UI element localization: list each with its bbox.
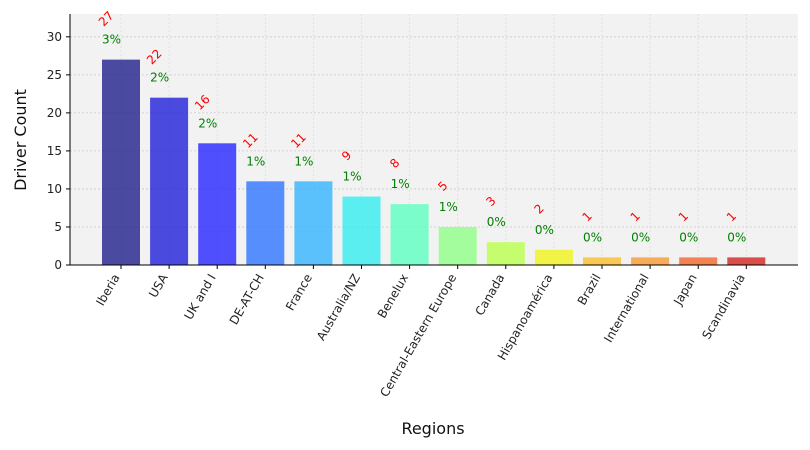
bar-4: [294, 181, 333, 265]
percent-label: 2%: [150, 71, 169, 85]
y-tick-label: 15: [47, 144, 62, 158]
percent-label: 0%: [727, 230, 746, 244]
percent-labels: 3% 2% 2% 1% 1% 1% 1% 1% 0% 0% 0% 0% 0% 0%: [102, 33, 746, 245]
bar-5: [342, 196, 381, 265]
x-tick-label: Iberia: [93, 272, 122, 309]
percent-label: 2%: [198, 116, 217, 130]
bar-11: [631, 257, 670, 265]
percent-label: 0%: [631, 230, 650, 244]
bar-7: [438, 226, 477, 265]
x-tick-label: Brazil: [575, 272, 604, 308]
y-ticks: 0 5 10 15 20 25 30: [47, 30, 70, 272]
x-ticks: Iberia USA UK and I DE-AT-CH FranceAustralia…: [93, 265, 748, 399]
x-tick-label: Scandinavia: [699, 272, 748, 342]
percent-label: 1%: [439, 200, 458, 214]
y-tick-label: 25: [47, 68, 62, 82]
percent-label: 0%: [535, 223, 554, 237]
x-tick-label: Australia/NZ: [314, 272, 363, 343]
x-tick-label: France: [283, 272, 315, 314]
bars: [102, 59, 766, 266]
bar-9: [534, 249, 573, 265]
percent-label: 1%: [246, 154, 265, 168]
percent-label: 1%: [391, 177, 410, 191]
bar-8: [486, 242, 525, 265]
percent-label: 0%: [679, 230, 698, 244]
y-tick-label: 30: [47, 30, 62, 44]
percent-label: 1%: [343, 170, 362, 184]
x-tick-label: USA: [146, 271, 171, 300]
bar-6: [390, 204, 429, 265]
bar-1: [150, 97, 189, 266]
x-tick-label: Canada: [472, 272, 507, 319]
bar-10: [583, 257, 621, 265]
percent-label: 0%: [583, 230, 602, 244]
y-axis-title: Driver Count: [11, 89, 30, 191]
bar-12: [679, 257, 718, 265]
bar-2: [198, 143, 237, 265]
y-tick-label: 0: [54, 258, 62, 272]
bar-0: [102, 59, 140, 265]
bar-13: [727, 257, 766, 265]
x-tick-label: International: [601, 272, 651, 345]
percent-label: 1%: [294, 154, 313, 168]
bar-3: [246, 181, 285, 265]
x-tick-label: DE-AT-CH: [227, 272, 267, 328]
x-tick-label: Japan: [670, 272, 699, 309]
x-tick-label: UK and I: [181, 272, 218, 323]
percent-label: 0%: [487, 215, 506, 229]
x-tick-label: Hispanoamérica: [495, 272, 556, 363]
x-axis-title: Regions: [401, 419, 464, 438]
y-tick-label: 20: [47, 106, 62, 120]
vertical-gridlines: [120, 14, 747, 265]
y-tick-label: 5: [54, 220, 62, 234]
y-tick-label: 10: [47, 182, 62, 196]
plot-background: [70, 14, 798, 265]
x-tick-label: Benelux: [375, 272, 411, 321]
percent-label: 3%: [102, 33, 121, 47]
